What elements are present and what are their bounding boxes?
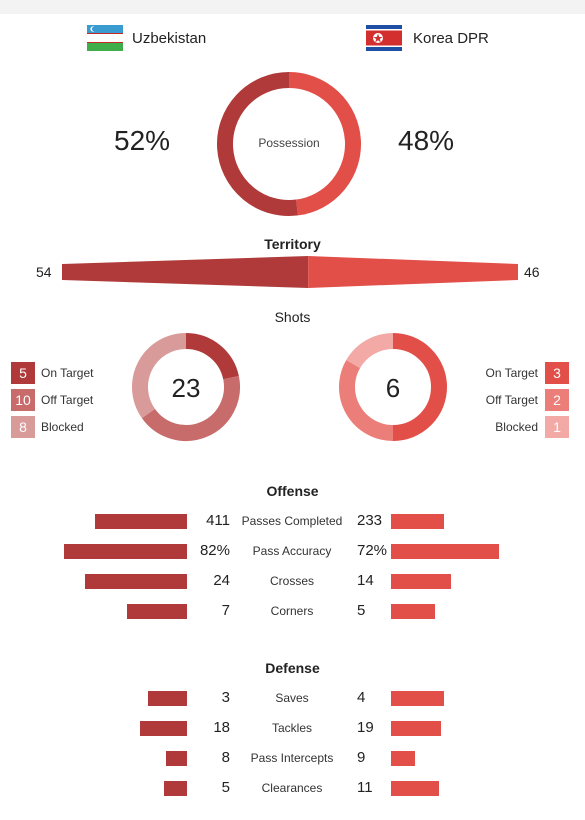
defense-saves-label: Saves [275,691,309,705]
away-on-target-box: 3 [545,362,569,384]
home-territory-value: 54 [36,264,52,280]
korea-dpr-flag-icon [366,25,402,51]
shots-title: Shots [274,309,311,325]
defense-tackles-label: Tackles [271,721,312,735]
offense-crosses-home-value: 24 [213,572,230,589]
defense-saves-away-value: 4 [357,689,366,706]
home-on-target-arc [185,333,239,380]
away-blocked-label: Blocked [495,420,538,434]
offense-passes-completed-away-bar [391,514,444,529]
home-off-target-arc [141,376,240,441]
away-on-target-label: On Target [485,366,538,380]
home-possession-value: 52% [114,125,171,156]
offense-crosses-away-value: 14 [357,572,374,589]
defense-title: Defense [265,660,320,676]
offense-pass-accuracy-away-bar [391,544,499,559]
away-shots-donut [339,333,447,441]
offense-corners-home-value: 7 [221,602,230,619]
defense-pass-intercepts-away-value: 9 [357,749,366,766]
away-territory-value: 46 [524,264,540,280]
away-off-target-label: Off Target [485,393,538,407]
offense-pass-accuracy-away-value: 72% [357,542,388,559]
territory-title: Territory [264,236,321,252]
defense-pass-intercepts-home-value: 8 [221,749,230,766]
home-blocked-arc [132,333,187,419]
offense-passes-completed-label: Passes Completed [241,514,343,528]
defense-saves-away-bar [391,691,444,706]
possession-donut [217,72,361,216]
defense-tackles-away-bar [391,721,441,736]
home-blocked-label: Blocked [41,420,84,434]
home-off-target-box: 10 [11,389,35,411]
away-blocked-box: 1 [545,416,569,438]
away-shots-total: 6 [385,373,401,403]
away-possession-value: 48% [398,125,455,156]
defense-clearances-home-value: 5 [221,779,230,796]
home-shots-total: 23 [171,373,201,403]
defense-saves-home-bar [148,691,187,706]
defense-clearances-away-value: 11 [357,779,373,796]
home-on-target-box: 5 [11,362,35,384]
away-off-target-arc [339,360,394,441]
offense-corners-away-value: 5 [357,602,366,619]
away-off-target-box: 2 [545,389,569,411]
home-possession-arc [217,72,299,216]
offense-pass-accuracy-label: Pass Accuracy [252,544,332,558]
offense-corners-away-bar [391,604,435,619]
offense-crosses-home-bar [85,574,187,589]
offense-passes-completed-home-value: 411 [206,512,230,529]
away-territory-shape [308,256,518,288]
offense-passes-completed-home-bar [95,514,187,529]
home-shots-donut [132,333,240,441]
top-bar [0,0,585,14]
defense-saves-home-value: 3 [221,689,230,706]
offense-pass-accuracy-home-bar [64,544,187,559]
defense-clearances-label: Clearances [261,781,323,795]
away-blocked-arc [346,333,394,369]
home-blocked-box: 8 [11,416,35,438]
offense-crosses-away-bar [391,574,451,589]
home-team-name: Uzbekistan [132,30,207,47]
away-on-target-arc [392,333,447,441]
offense-corners-home-bar [127,604,187,619]
uzbekistan-flag-icon [87,25,123,51]
territory-bar [62,256,518,288]
offense-title: Offense [266,483,319,499]
away-team-name: Korea DPR [413,30,489,47]
defense-tackles-away-value: 19 [357,719,374,736]
possession-label: Possession [258,136,320,150]
offense-corners-label: Corners [270,604,314,618]
away-possession-arc [288,72,361,216]
offense-crosses-label: Crosses [269,574,314,588]
offense-passes-completed-away-value: 233 [357,512,383,529]
home-off-target-label: Off Target [41,393,94,407]
home-territory-shape [62,256,309,288]
defense-tackles-home-value: 18 [213,719,230,736]
defense-pass-intercepts-home-bar [166,751,187,766]
defense-tackles-home-bar [140,721,187,736]
defense-pass-intercepts-label: Pass Intercepts [250,751,334,765]
defense-pass-intercepts-away-bar [391,751,415,766]
defense-clearances-away-bar [391,781,439,796]
offense-pass-accuracy-home-value: 82% [199,542,230,559]
defense-clearances-home-bar [164,781,187,796]
home-on-target-label: On Target [41,366,94,380]
